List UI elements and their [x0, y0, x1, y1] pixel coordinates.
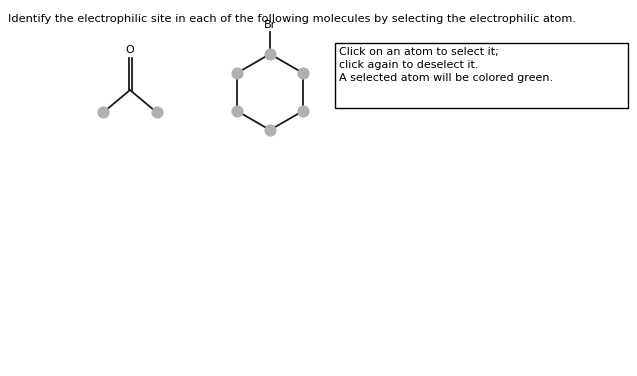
Text: Click on an atom to select it;
click again to deselect it.
A selected atom will : Click on an atom to select it; click aga…	[339, 47, 553, 83]
Point	[265, 127, 275, 133]
Point	[232, 108, 242, 114]
Bar	[335, 43, 628, 108]
Point	[298, 70, 308, 76]
Text: Br: Br	[264, 20, 276, 30]
Point	[265, 51, 275, 57]
Text: Identify the electrophilic site in each of the following molecules by selecting : Identify the electrophilic site in each …	[8, 14, 576, 24]
Point	[152, 109, 162, 115]
Text: O: O	[125, 45, 134, 55]
Point	[232, 70, 242, 76]
Point	[98, 109, 108, 115]
Point	[298, 108, 308, 114]
